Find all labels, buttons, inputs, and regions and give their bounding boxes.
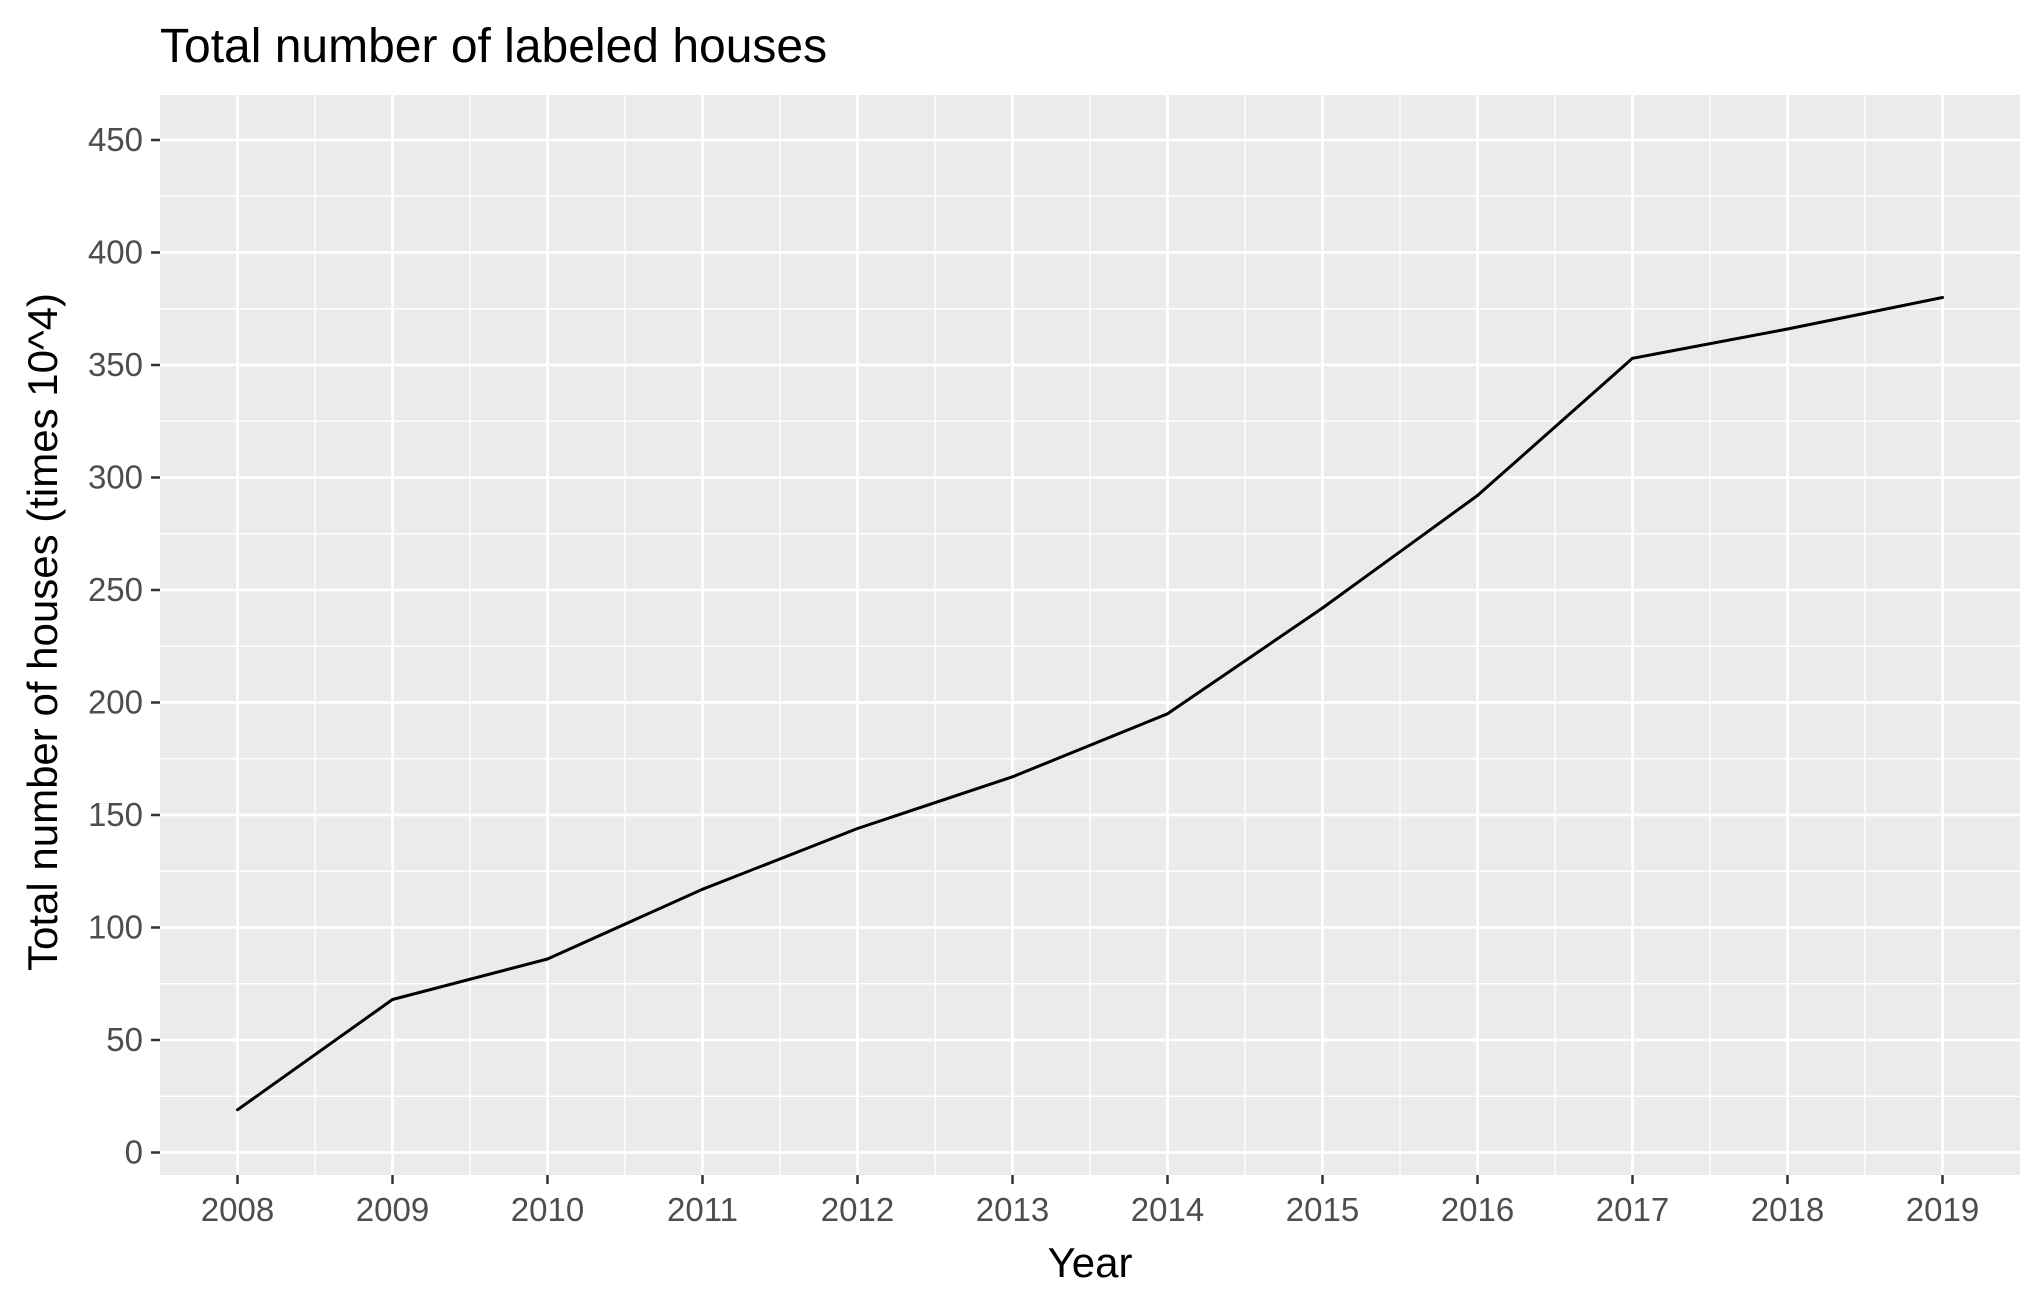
data-point (1786, 327, 1789, 331)
y-tick-label: 200 (88, 684, 143, 721)
y-tick-label: 450 (88, 121, 143, 158)
y-tick-label: 300 (88, 459, 143, 496)
x-tick-label: 2016 (1441, 1191, 1514, 1228)
x-tick-label: 2015 (1286, 1191, 1359, 1228)
y-tick-label: 350 (88, 346, 143, 383)
y-tick-label: 100 (88, 909, 143, 946)
y-axis: 0 50 100 150 200 250 300 350 400 450 (88, 121, 160, 1171)
data-point (546, 957, 549, 961)
data-point (1011, 775, 1014, 779)
x-tick-label: 2012 (821, 1191, 894, 1228)
data-point (856, 827, 859, 830)
data-point (391, 998, 394, 1001)
x-axis-title: Year (1048, 1239, 1133, 1286)
x-tick-label: 2019 (1906, 1191, 1979, 1228)
x-tick-label: 2013 (976, 1191, 1049, 1228)
x-tick-label: 2014 (1131, 1191, 1204, 1228)
y-tick-label: 0 (125, 1134, 143, 1171)
data-point (1476, 494, 1479, 497)
major-gridlines (160, 95, 2020, 1175)
y-tick-label: 150 (88, 796, 143, 833)
y-tick-label: 50 (106, 1021, 143, 1058)
data-point (1941, 296, 1944, 299)
data-point (1631, 356, 1634, 360)
x-tick-label: 2009 (356, 1191, 429, 1228)
x-axis: 2008 2009 2010 2011 2012 2013 2014 2015 2016 2017… (201, 1175, 1979, 1228)
x-tick-label: 2010 (511, 1191, 584, 1228)
series-line (236, 296, 1943, 1112)
y-tick-label: 400 (88, 234, 143, 271)
x-tick-label: 2011 (667, 1191, 738, 1228)
y-axis-title: Total number of houses (times 10^4) (19, 293, 66, 971)
data-point (701, 887, 704, 891)
x-tick-label: 2008 (201, 1191, 274, 1228)
data-point (1321, 606, 1324, 610)
minor-gridlines (160, 95, 2020, 1175)
y-tick-label: 250 (88, 571, 143, 608)
x-tick-label: 2018 (1751, 1191, 1824, 1228)
x-tick-label: 2017 (1596, 1191, 1669, 1228)
data-point (236, 1108, 239, 1112)
series-layer (236, 296, 1944, 1112)
chart-title: Total number of labeled houses (160, 20, 827, 73)
data-point (1166, 712, 1169, 716)
